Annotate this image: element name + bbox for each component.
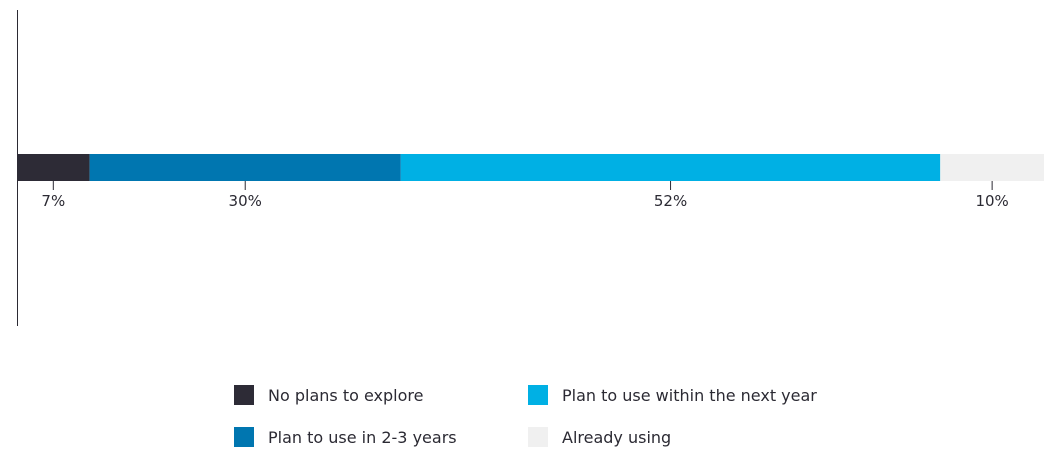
bar-segment-1: [89, 154, 401, 181]
segment-label-2: 52%: [654, 192, 687, 210]
segment-label-3: 10%: [975, 192, 1008, 210]
legend-swatch: [234, 385, 254, 405]
bar-segments: [17, 154, 1044, 181]
legend-item-no-plans: No plans to explore: [234, 383, 423, 407]
segment-label-1: 30%: [229, 192, 262, 210]
legend-label: Already using: [562, 427, 672, 447]
legend-swatch: [234, 427, 254, 447]
legend-swatch: [528, 385, 548, 405]
legend: No plans to explore Plan to use within t…: [234, 383, 934, 447]
legend-item-next-year: Plan to use within the next year: [528, 383, 817, 407]
legend-label: Plan to use within the next year: [562, 385, 817, 405]
legend-item-2-3-years: Plan to use in 2-3 years: [234, 425, 457, 449]
bar-segment-2: [400, 154, 941, 181]
legend-label: Plan to use in 2-3 years: [268, 427, 457, 447]
bar-segment-3: [940, 154, 1044, 181]
segment-labels: 7% 30% 52% 10%: [41, 181, 1009, 210]
legend-item-already-using: Already using: [528, 425, 671, 449]
legend-swatch: [528, 427, 548, 447]
segment-label-0: 7%: [41, 192, 65, 210]
bar-segment-0: [17, 154, 90, 181]
legend-label: No plans to explore: [268, 385, 424, 405]
